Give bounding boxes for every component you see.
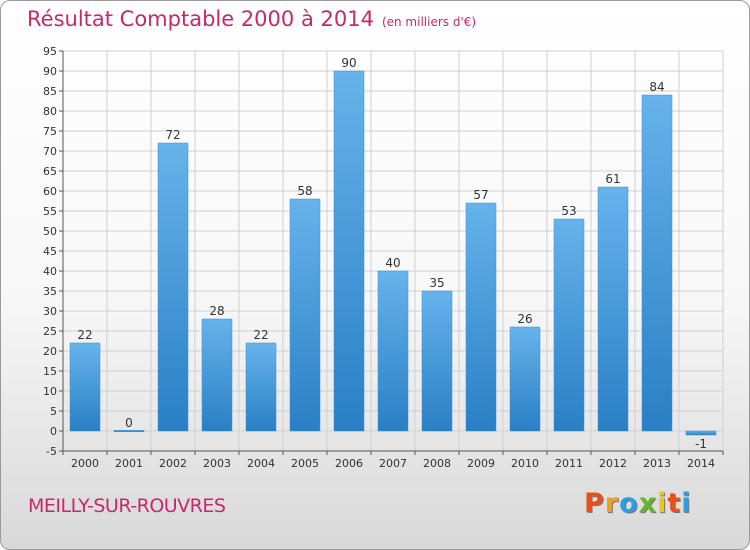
value-label-2008: 35 [429,276,444,290]
y-tick-label: 5 [50,405,57,418]
logo-letter: t [667,488,682,519]
x-tick-label-2006: 2006 [335,457,363,470]
bar-2006[interactable] [333,70,365,432]
bar-2002[interactable] [157,142,189,432]
y-tick-label: 15 [43,365,57,378]
title-text: Résultat Comptable 2000 à 2014 [27,7,374,31]
value-label-2013: 84 [649,80,664,94]
y-tick-label: 65 [43,165,57,178]
bar-2007[interactable] [377,270,409,432]
bar-2010[interactable] [509,326,541,432]
bar-2011[interactable] [553,218,585,432]
bar-2001[interactable] [113,430,145,432]
logo-letter: r [604,488,620,519]
x-tick-label-2002: 2002 [159,457,187,470]
bar-2008[interactable] [421,290,453,432]
value-label-2009: 57 [473,188,488,202]
x-tick-label-2000: 2000 [71,457,99,470]
y-tick-label: -5 [46,445,57,458]
x-tick-label-2007: 2007 [379,457,407,470]
y-tick-label: 0 [50,425,57,438]
bar-2014[interactable] [685,430,717,436]
bar-2004[interactable] [245,342,277,432]
logo-letter: i [657,488,668,519]
logo-letter: o [619,488,639,519]
label-layer: 22 0 72 28 22 58 90 40 35 57 26 53 61 84 -1 [77,56,707,451]
x-tick-label-2014: 2014 [687,457,715,470]
x-tick-label-2003: 2003 [203,457,231,470]
y-tick-label: 50 [43,225,57,238]
chart-title: Résultat Comptable 2000 à 2014 (en millie… [27,7,476,31]
bar-2000[interactable] [69,342,101,432]
x-tick-label-2010: 2010 [511,457,539,470]
y-tick-label: 45 [43,245,57,258]
y-tick-label: 70 [43,145,57,158]
x-tick-label-2008: 2008 [423,457,451,470]
bar-2009[interactable] [465,202,497,432]
value-label-2004: 22 [253,328,268,342]
value-label-2000: 22 [77,328,92,342]
bar-2005[interactable] [289,198,321,432]
x-tick-label-2011: 2011 [555,457,583,470]
value-label-2014: -1 [695,437,707,451]
y-tick-label: 80 [43,105,57,118]
value-label-2012: 61 [605,172,620,186]
value-label-2001: 0 [125,416,133,430]
value-label-2010: 26 [517,312,532,326]
logo-letter: x [638,488,658,519]
x-tick-label-2004: 2004 [247,457,275,470]
proxiti-logo[interactable]: Proxiti [584,488,692,519]
y-tick-label: 20 [43,345,57,358]
x-tick-label-2013: 2013 [643,457,671,470]
logo-letter: P [584,488,605,519]
y-tick-label: 90 [43,65,57,78]
y-tick-label: 55 [43,205,57,218]
x-tick-label-2009: 2009 [467,457,495,470]
y-tick-label: 10 [43,385,57,398]
value-label-2002: 72 [165,128,180,142]
y-tick-label: 95 [43,45,57,58]
value-label-2006: 90 [341,56,356,70]
value-label-2005: 58 [297,184,312,198]
subtitle-text: (en milliers d'€) [381,15,477,29]
y-tick-label: 25 [43,325,57,338]
x-tick-label-2001: 2001 [115,457,143,470]
y-tick-label: 75 [43,125,57,138]
value-label-2003: 28 [209,304,224,318]
value-label-2011: 53 [561,204,576,218]
x-tick-label-2012: 2012 [599,457,627,470]
y-tick-label: 40 [43,265,57,278]
x-tick-label-2005: 2005 [291,457,319,470]
bar-2012[interactable] [597,186,629,432]
axis-layer: -5 0 5 10 15 20 25 30 35 40 45 50 55 60 65 70 75 80 85 90 95… [43,45,724,470]
y-tick-label: 85 [43,85,57,98]
commune-name: MEILLY-SUR-ROUVRES [28,495,226,517]
y-tick-label: 30 [43,305,57,318]
bar-2003[interactable] [201,318,233,432]
logo-letter: i [681,488,692,519]
y-tick-label: 35 [43,285,57,298]
value-label-2007: 40 [385,256,400,270]
y-tick-label: 60 [43,185,57,198]
bar-2013[interactable] [641,94,673,432]
bar-layer [69,70,717,436]
